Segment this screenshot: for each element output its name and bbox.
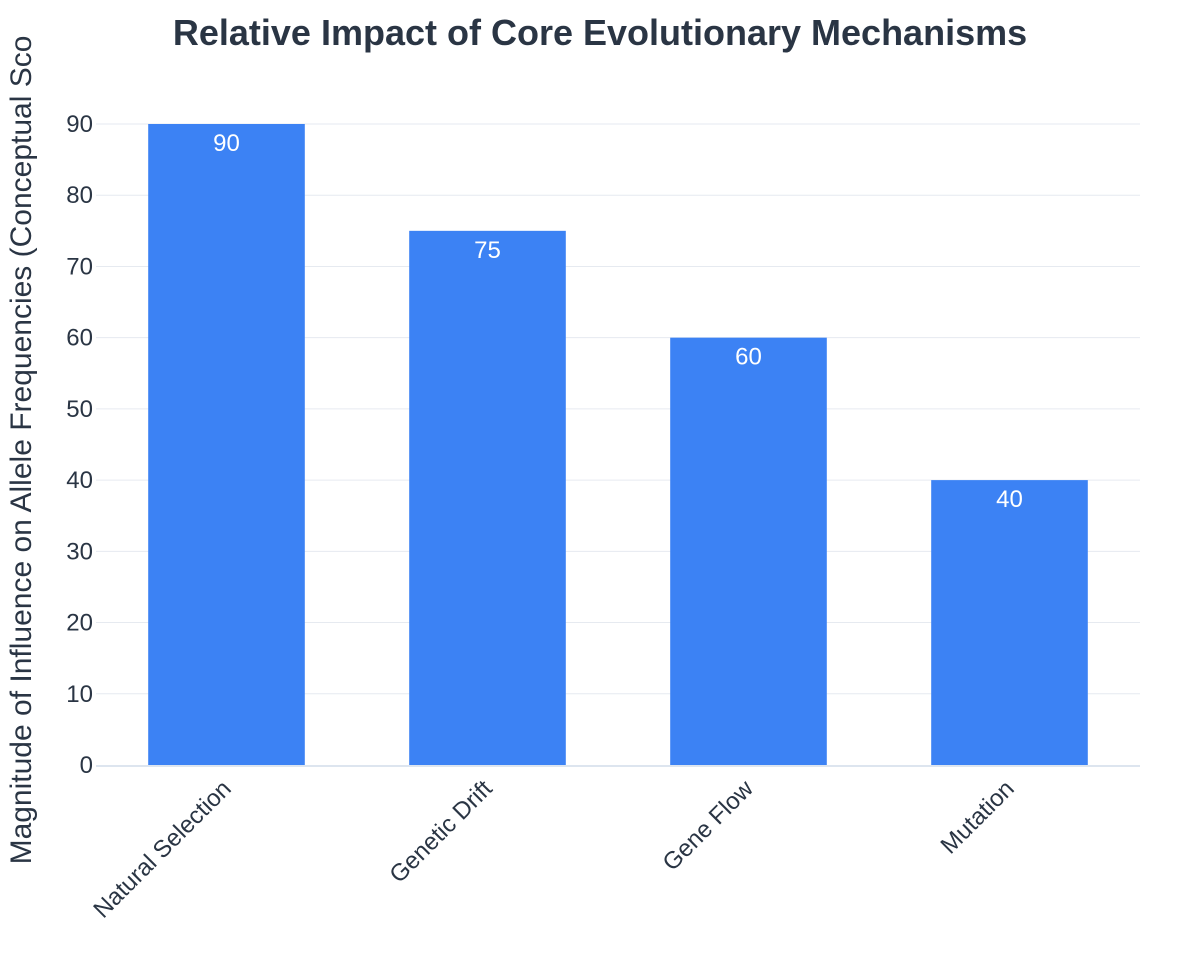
bars bbox=[148, 124, 1088, 766]
y-tick-label: 20 bbox=[66, 610, 93, 637]
y-tick-label: 80 bbox=[66, 182, 93, 209]
bar-mutation bbox=[931, 480, 1088, 765]
y-tick-label: 10 bbox=[66, 681, 93, 708]
bar-natural-selection bbox=[148, 124, 305, 765]
x-tick-label: Gene Flow bbox=[658, 775, 760, 877]
y-tick-label: 90 bbox=[66, 111, 93, 138]
x-tick-label: Genetic Drift bbox=[384, 775, 498, 889]
y-tick-label: 60 bbox=[66, 325, 93, 352]
bar-genetic-drift bbox=[409, 230, 566, 766]
y-tick-label: 40 bbox=[66, 467, 93, 494]
bar-gene-flow bbox=[670, 337, 827, 765]
data-label: 75 bbox=[474, 237, 501, 264]
x-tick-labels: Natural Selection Genetic Drift Gene Flow M… bbox=[88, 775, 1019, 924]
chart-title: Relative Impact of Core Evolutionary Mec… bbox=[173, 12, 1027, 53]
data-label: 40 bbox=[996, 486, 1023, 513]
x-tick-label: Natural Selection bbox=[88, 775, 236, 923]
data-labels: 90 75 60 40 bbox=[213, 130, 1023, 513]
data-label: 90 bbox=[213, 130, 240, 157]
data-label: 60 bbox=[735, 344, 762, 371]
y-axis-label: Magnitude of Influence on Allele Frequen… bbox=[5, 36, 38, 865]
y-tick-label: 70 bbox=[66, 253, 93, 280]
y-tick-label: 0 bbox=[80, 752, 93, 779]
y-tick-label: 30 bbox=[66, 538, 93, 565]
y-tick-labels: 0 10 20 30 40 50 60 70 80 90 bbox=[66, 111, 93, 779]
y-tick-label: 50 bbox=[66, 396, 93, 423]
x-tick-label: Mutation bbox=[936, 775, 1020, 859]
